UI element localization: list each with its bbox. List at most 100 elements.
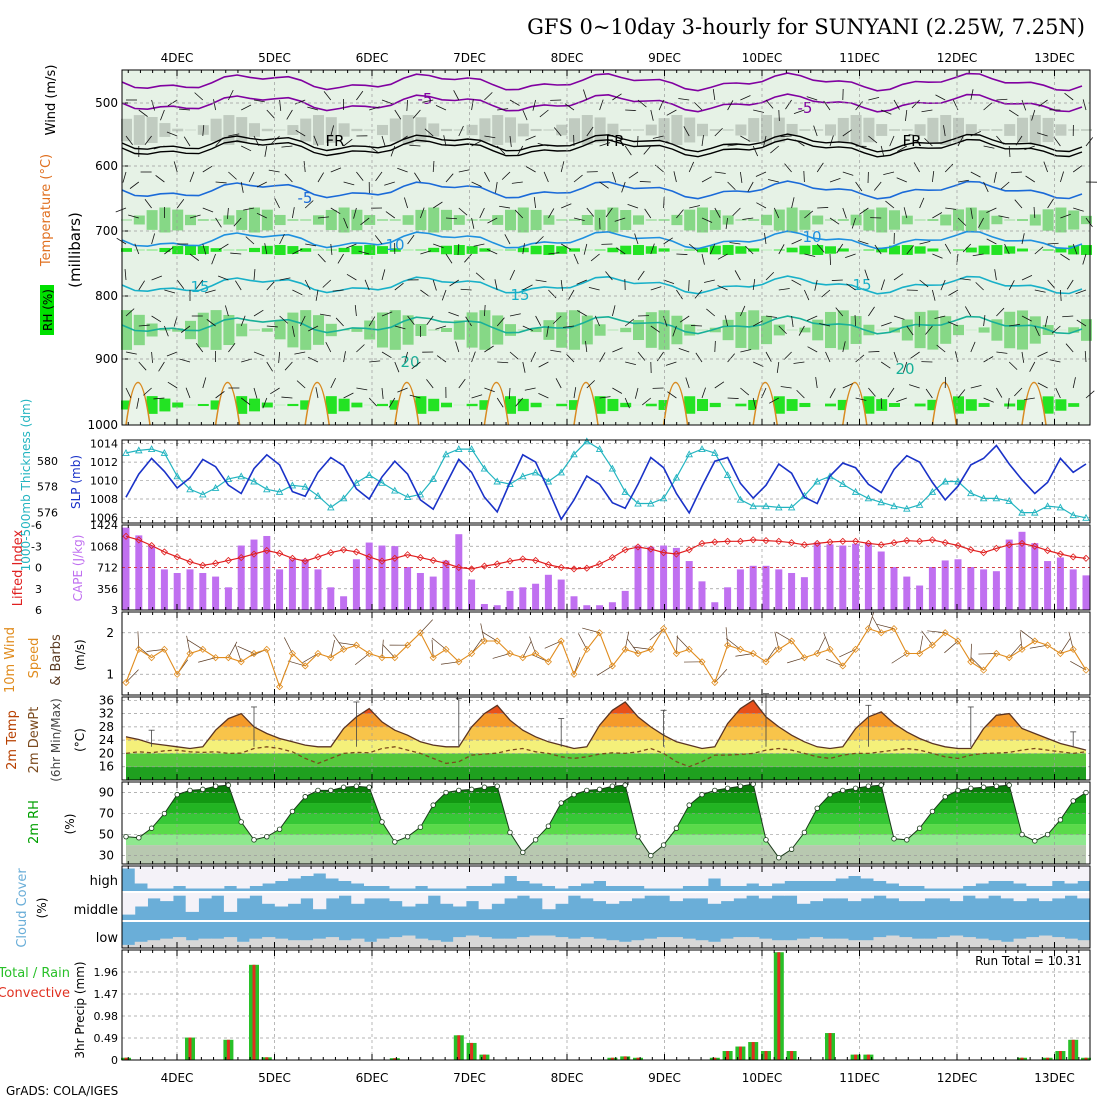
- wind-barb: [281, 145, 293, 148]
- wind-barb: [206, 319, 216, 327]
- wind-barb: [996, 135, 1004, 145]
- wind-barb: [709, 243, 716, 255]
- wind-barb: [215, 137, 224, 147]
- pressure-level-label: 1000: [87, 418, 118, 432]
- contour-label: -5: [418, 90, 433, 108]
- wind-barb: [983, 102, 993, 111]
- rh-cell: [1081, 245, 1092, 255]
- lifted-index-point: [1069, 553, 1077, 561]
- wind-barb: [284, 361, 293, 371]
- rh-point: [840, 787, 846, 794]
- rh-cell: [1042, 117, 1054, 143]
- rh-cell: [901, 215, 913, 225]
- cloud-cell: [746, 866, 760, 884]
- wind-barb: [714, 207, 721, 218]
- rh-cell: [441, 245, 452, 255]
- wind-barb: [624, 318, 635, 327]
- cloud-cell: [644, 893, 658, 896]
- cloud-low-cell: [555, 937, 569, 948]
- cloud-cell: [236, 866, 250, 889]
- rh-point: [302, 794, 308, 800]
- wind-barb: [125, 387, 132, 399]
- rh-tick-label: 50: [99, 828, 114, 842]
- rh-cell: [825, 219, 836, 221]
- wind-barb: [586, 380, 595, 389]
- rh-cell: [325, 396, 337, 414]
- thickness-point: [1069, 511, 1077, 519]
- rh-cell: [1017, 219, 1028, 221]
- rh-cell: [1017, 310, 1028, 350]
- wind-barb: [514, 209, 524, 219]
- wind-barb: [346, 273, 357, 281]
- wind-barb: [1029, 361, 1036, 372]
- cloud-cell: [465, 866, 480, 886]
- wind-barb: [714, 171, 726, 174]
- wind-barb: [256, 212, 267, 219]
- cloud-cell: [758, 866, 773, 886]
- wind-barb: [612, 171, 617, 183]
- rh-cell: [965, 207, 977, 233]
- rh-cell: [697, 247, 708, 253]
- rh-cell: [249, 123, 260, 137]
- wind-barb: [663, 237, 673, 245]
- bottom-date-13DEC: 13DEC: [1034, 1071, 1074, 1085]
- rh-cell: [953, 396, 964, 414]
- wind-barb: [804, 253, 816, 257]
- wind-barb: [831, 279, 843, 281]
- wind-barb: [836, 243, 844, 254]
- bottom-date-8DEC: 8DEC: [551, 1071, 584, 1085]
- wind-barb: [292, 207, 295, 219]
- wind-barb: [330, 243, 333, 255]
- rh-cell: [453, 215, 465, 225]
- cloud-low-cell: [911, 938, 925, 948]
- rh-point: [1019, 831, 1025, 838]
- rh-cell: [709, 210, 721, 230]
- wind-barb: [881, 109, 892, 115]
- wind-barb: [435, 104, 447, 111]
- rh-cell: [607, 207, 619, 233]
- cloud-cell: [389, 866, 403, 889]
- cloud-cell: [682, 866, 696, 886]
- wind-speed-point: [852, 645, 860, 653]
- cape-bar: [480, 604, 488, 610]
- wind-barb: [1055, 387, 1061, 399]
- wind-barb: [612, 93, 622, 101]
- cloud-low-cell: [1013, 938, 1027, 948]
- wind-barb: [354, 653, 370, 666]
- cape-bar: [391, 546, 399, 610]
- wind-barb: [1047, 242, 1059, 245]
- wind-barb: [1047, 198, 1054, 209]
- rh-cell: [620, 402, 632, 408]
- wind-barb: [262, 397, 268, 409]
- cloud-low-cell: [402, 935, 416, 948]
- wind-barb: [783, 351, 792, 361]
- wind-barb: [624, 145, 632, 156]
- cloud-cell: [427, 893, 441, 896]
- wind-barb: [627, 638, 639, 654]
- lifted-index-point: [544, 561, 552, 569]
- rh-cell: [799, 245, 811, 255]
- cloud-low-cell: [988, 940, 1002, 948]
- cloud-cell: [860, 866, 874, 879]
- wind-barb: [266, 361, 273, 372]
- precip-convective-bar: [751, 1042, 755, 1060]
- rh-cell: [889, 403, 900, 407]
- wind-barb: [464, 253, 472, 263]
- rh-cell: [274, 129, 286, 131]
- wind-speed-point: [992, 649, 1000, 658]
- wind-barb: [431, 637, 447, 650]
- wind-barb: [1060, 638, 1071, 654]
- thickness-point: [403, 493, 412, 501]
- wind-barb: [948, 289, 959, 296]
- lifted-index-point: [416, 554, 424, 562]
- cloud-cell: [453, 866, 467, 889]
- rh-point: [724, 785, 731, 792]
- wind-barb: [292, 289, 303, 296]
- wind-barb: [665, 361, 677, 366]
- rh-point: [340, 784, 347, 790]
- wind-barb: [913, 162, 920, 173]
- cloud-cell: [351, 893, 365, 904]
- rh-cell: [261, 245, 273, 255]
- rh-cell: [274, 320, 286, 340]
